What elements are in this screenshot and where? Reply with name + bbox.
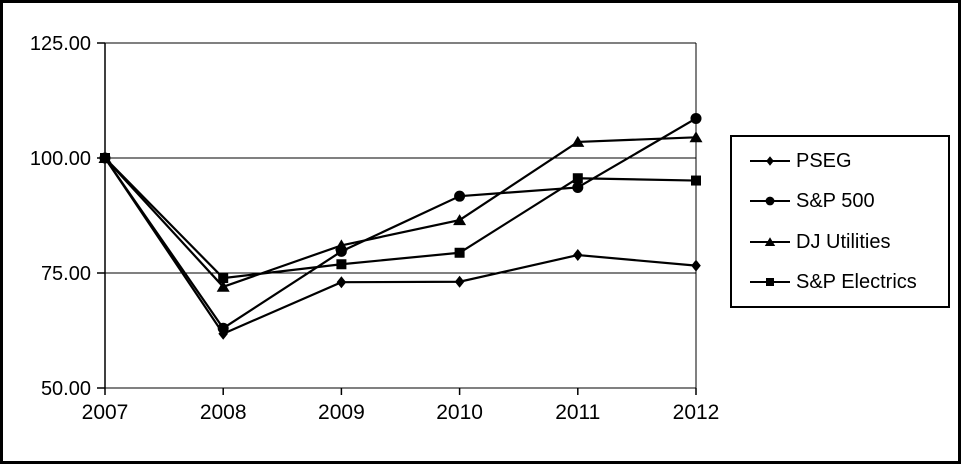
legend-label-pseg: PSEG (796, 150, 852, 173)
triangle-marker-icon (750, 236, 790, 246)
svg-text:2007: 2007 (82, 401, 129, 424)
svg-text:75.00: 75.00 (41, 263, 91, 285)
svg-text:2008: 2008 (200, 401, 247, 424)
svg-text:2010: 2010 (436, 401, 483, 424)
diamond-marker-icon (750, 156, 790, 166)
circle-marker-icon (750, 196, 790, 206)
svg-text:2011: 2011 (555, 401, 600, 424)
line-chart-plot-area: 50.00 75.00 100.00 125.00 2007 2008 2009 2010 20… (30, 33, 720, 424)
legend-item-dj-utilities: DJ Utilities (750, 232, 944, 252)
legend-item-sp500: S&P 500 (750, 191, 944, 211)
svg-text:2009: 2009 (318, 401, 365, 424)
square-marker-icon (750, 277, 790, 286)
svg-text:2012: 2012 (673, 401, 720, 424)
svg-text:50.00: 50.00 (41, 378, 91, 400)
legend-label-sp-electrics: S&P Electrics (796, 270, 917, 293)
legend-label-dj-utilities: DJ Utilities (796, 230, 891, 253)
legend-label-sp500: S&P 500 (796, 190, 875, 213)
svg-text:100.00: 100.00 (30, 148, 91, 170)
chart-legend: PSEG S&P 500 DJ Utilities S&P Electrics (730, 135, 950, 308)
svg-text:125.00: 125.00 (30, 33, 91, 55)
legend-item-pseg: PSEG (750, 151, 944, 171)
legend-item-sp-electrics: S&P Electrics (750, 272, 944, 292)
